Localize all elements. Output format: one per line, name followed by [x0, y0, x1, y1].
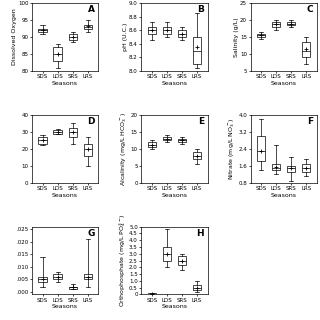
- Text: H: H: [196, 229, 204, 238]
- PathPatch shape: [84, 274, 92, 279]
- PathPatch shape: [163, 247, 171, 260]
- PathPatch shape: [287, 166, 295, 172]
- PathPatch shape: [148, 293, 156, 294]
- PathPatch shape: [148, 27, 156, 34]
- PathPatch shape: [68, 129, 77, 137]
- Text: D: D: [87, 117, 95, 126]
- PathPatch shape: [302, 164, 310, 172]
- PathPatch shape: [84, 144, 92, 156]
- Text: F: F: [308, 117, 314, 126]
- PathPatch shape: [272, 164, 280, 170]
- Y-axis label: Dissolved Oxygen: Dissolved Oxygen: [12, 9, 17, 65]
- Y-axis label: Salinity (g/L): Salinity (g/L): [234, 17, 239, 57]
- PathPatch shape: [178, 30, 186, 37]
- PathPatch shape: [53, 130, 62, 133]
- Y-axis label: Nitrate (mg/L NO$_3^-$): Nitrate (mg/L NO$_3^-$): [228, 117, 237, 180]
- X-axis label: Seasons: Seasons: [161, 81, 188, 86]
- X-axis label: Seasons: Seasons: [52, 81, 78, 86]
- PathPatch shape: [38, 28, 47, 32]
- PathPatch shape: [257, 34, 265, 37]
- PathPatch shape: [193, 152, 201, 159]
- PathPatch shape: [287, 22, 295, 25]
- Text: E: E: [198, 117, 204, 126]
- PathPatch shape: [53, 274, 62, 279]
- PathPatch shape: [68, 34, 77, 40]
- PathPatch shape: [38, 277, 47, 282]
- X-axis label: Seasons: Seasons: [52, 304, 78, 309]
- PathPatch shape: [178, 139, 186, 142]
- X-axis label: Seasons: Seasons: [161, 304, 188, 309]
- Y-axis label: Orthophosphate (mg/L PO$_4^{3-}$): Orthophosphate (mg/L PO$_4^{3-}$): [117, 214, 128, 308]
- PathPatch shape: [68, 287, 77, 289]
- PathPatch shape: [302, 42, 310, 57]
- PathPatch shape: [272, 22, 280, 27]
- Y-axis label: Alcalinity (mg/L HCO$_3^-$): Alcalinity (mg/L HCO$_3^-$): [120, 112, 129, 186]
- PathPatch shape: [163, 27, 171, 34]
- PathPatch shape: [38, 137, 47, 144]
- X-axis label: Seasons: Seasons: [161, 193, 188, 197]
- Y-axis label: pH (U.C.): pH (U.C.): [123, 23, 128, 51]
- PathPatch shape: [84, 25, 92, 28]
- PathPatch shape: [193, 37, 201, 64]
- PathPatch shape: [53, 47, 62, 61]
- Text: G: G: [88, 229, 95, 238]
- Text: C: C: [307, 5, 314, 14]
- PathPatch shape: [148, 142, 156, 147]
- Text: A: A: [88, 5, 95, 14]
- PathPatch shape: [257, 136, 265, 162]
- X-axis label: Seasons: Seasons: [271, 193, 297, 197]
- X-axis label: Seasons: Seasons: [52, 193, 78, 197]
- PathPatch shape: [193, 285, 201, 290]
- PathPatch shape: [178, 256, 186, 265]
- X-axis label: Seasons: Seasons: [271, 81, 297, 86]
- PathPatch shape: [163, 137, 171, 140]
- Text: B: B: [197, 5, 204, 14]
